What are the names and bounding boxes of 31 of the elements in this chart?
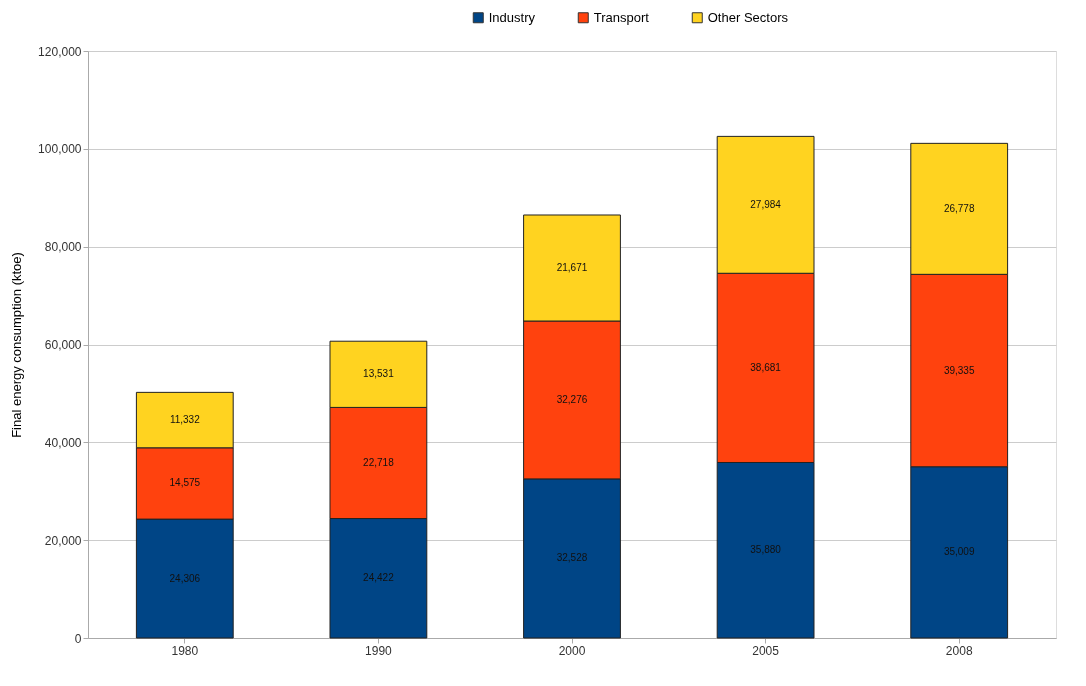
legend-label: Transport <box>593 9 650 25</box>
y-axis-title: Final energy consumption (ktoe) <box>9 252 25 438</box>
data-label: 35,009 <box>943 546 975 558</box>
data-label: 26,778 <box>943 202 975 214</box>
y-tick-label: 20,000 <box>44 533 82 548</box>
x-tick-label: 1990 <box>365 643 393 658</box>
legend-label: Industry <box>488 9 536 25</box>
y-tick-label: 80,000 <box>44 240 82 255</box>
x-tick-label: 2008 <box>945 643 973 658</box>
data-label: 13,531 <box>363 368 395 380</box>
x-tick-label: 2000 <box>558 643 586 658</box>
x-tick-label: 1980 <box>171 643 199 658</box>
legend-label: Other Sectors <box>707 9 789 25</box>
data-label: 21,671 <box>556 262 588 273</box>
data-label: 27,984 <box>750 198 782 210</box>
data-label: 35,880 <box>750 544 782 556</box>
x-tick-label: 2005 <box>752 643 780 658</box>
y-tick-label: 120,000 <box>38 44 82 59</box>
data-label: 22,718 <box>363 456 395 468</box>
y-tick-label: 0 <box>74 631 82 646</box>
data-label: 24,306 <box>169 572 201 584</box>
data-label: 24,422 <box>363 572 395 584</box>
data-label: 14,575 <box>169 477 201 489</box>
data-label: 38,681 <box>750 361 782 373</box>
y-tick-label: 60,000 <box>44 338 82 352</box>
data-label: 39,335 <box>943 364 975 376</box>
y-tick-label: 100,000 <box>38 142 82 157</box>
data-label: 11,332 <box>169 414 201 426</box>
data-label: 32,276 <box>556 393 588 405</box>
y-tick-label: 40,000 <box>44 435 82 450</box>
data-label: 32,528 <box>556 552 588 564</box>
